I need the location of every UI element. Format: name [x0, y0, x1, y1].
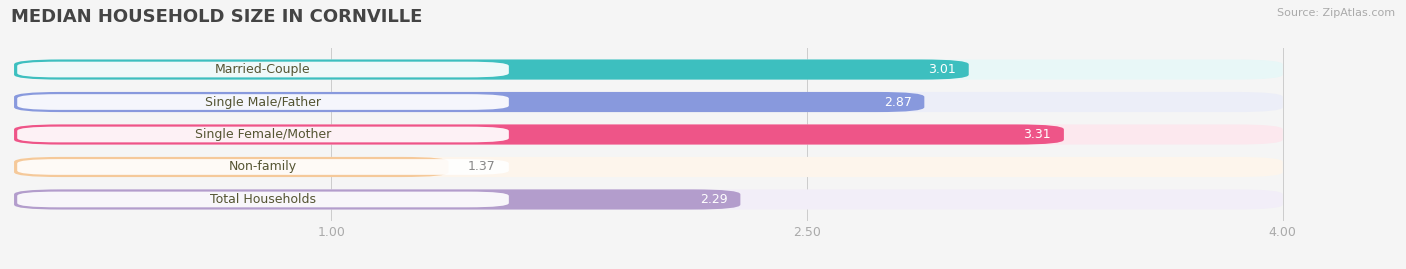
- FancyBboxPatch shape: [14, 157, 449, 177]
- Text: Non-family: Non-family: [229, 161, 297, 174]
- FancyBboxPatch shape: [14, 59, 969, 80]
- FancyBboxPatch shape: [14, 125, 1064, 144]
- FancyBboxPatch shape: [17, 62, 509, 77]
- FancyBboxPatch shape: [14, 157, 1282, 177]
- FancyBboxPatch shape: [17, 159, 509, 175]
- FancyBboxPatch shape: [14, 189, 1282, 210]
- Text: Married-Couple: Married-Couple: [215, 63, 311, 76]
- FancyBboxPatch shape: [17, 94, 509, 110]
- Text: 1.37: 1.37: [468, 161, 495, 174]
- Text: 2.29: 2.29: [700, 193, 728, 206]
- FancyBboxPatch shape: [14, 92, 924, 112]
- FancyBboxPatch shape: [14, 59, 1282, 80]
- Text: Single Female/Mother: Single Female/Mother: [195, 128, 332, 141]
- Text: Total Households: Total Households: [209, 193, 316, 206]
- Text: MEDIAN HOUSEHOLD SIZE IN CORNVILLE: MEDIAN HOUSEHOLD SIZE IN CORNVILLE: [11, 8, 423, 26]
- Text: Single Male/Father: Single Male/Father: [205, 95, 321, 108]
- Text: 3.31: 3.31: [1024, 128, 1052, 141]
- FancyBboxPatch shape: [17, 192, 509, 207]
- Text: Source: ZipAtlas.com: Source: ZipAtlas.com: [1277, 8, 1395, 18]
- FancyBboxPatch shape: [14, 92, 1282, 112]
- FancyBboxPatch shape: [17, 127, 509, 142]
- Text: 3.01: 3.01: [928, 63, 956, 76]
- FancyBboxPatch shape: [14, 189, 741, 210]
- FancyBboxPatch shape: [14, 125, 1282, 144]
- Text: 2.87: 2.87: [884, 95, 911, 108]
